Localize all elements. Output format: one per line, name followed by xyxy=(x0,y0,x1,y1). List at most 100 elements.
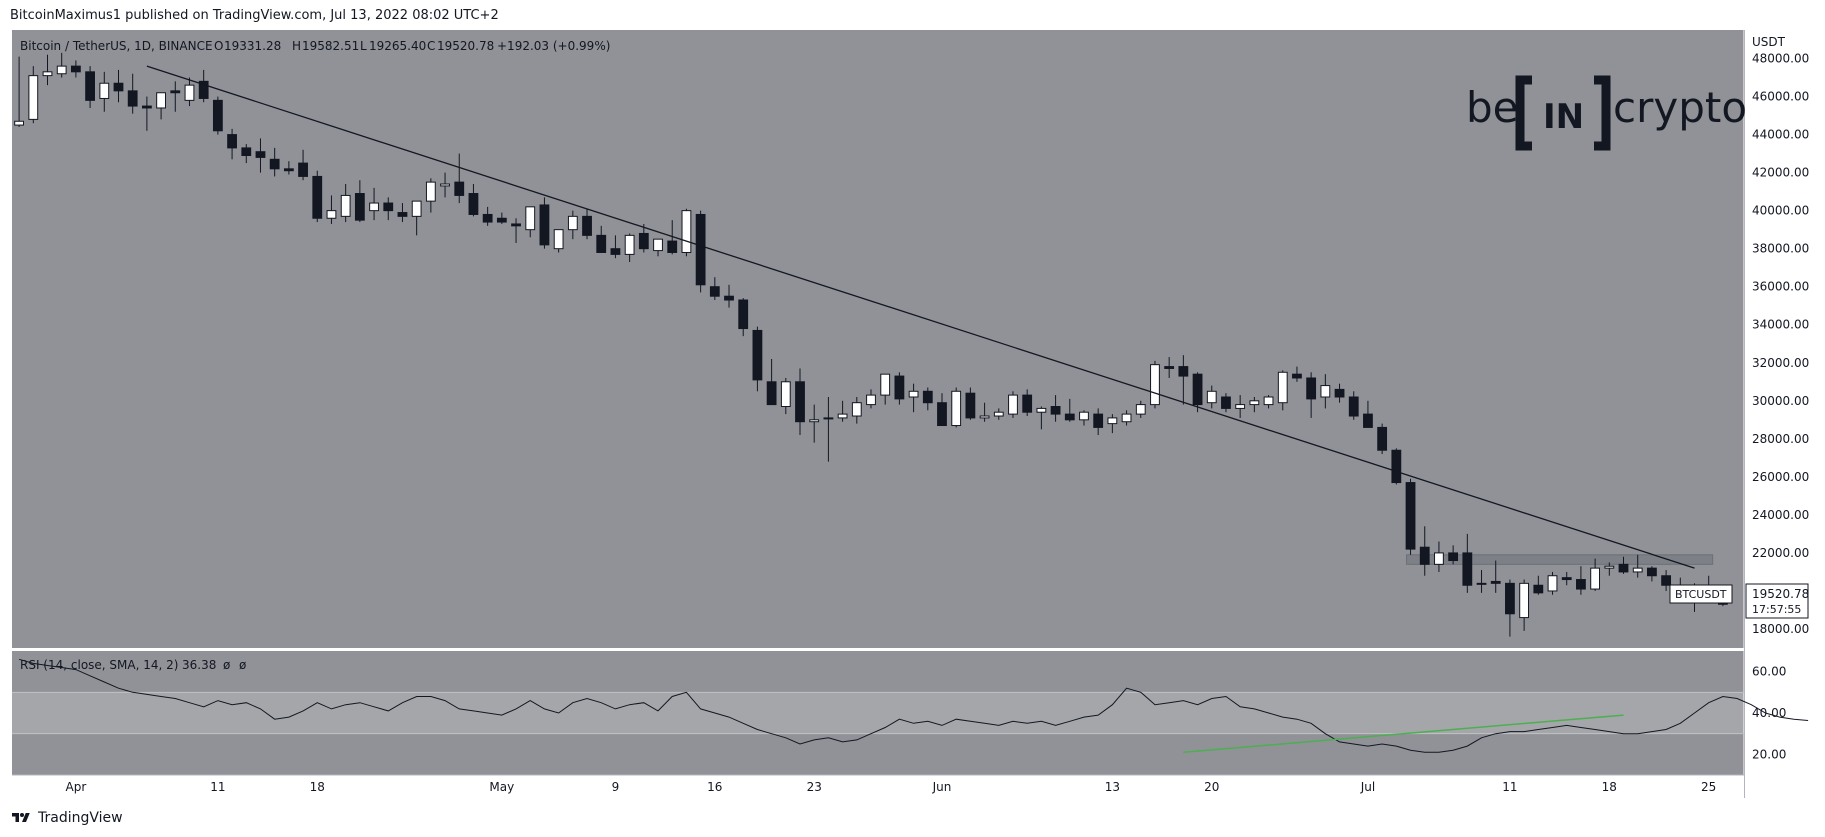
candle-59 xyxy=(851,396,862,424)
time-tick-9: 20 xyxy=(1204,780,1219,794)
candle-body xyxy=(837,413,848,419)
candle-body xyxy=(1632,567,1643,573)
candle-57 xyxy=(823,396,834,462)
price-tick-4: 26000.00 xyxy=(1752,470,1809,484)
candle-11 xyxy=(170,81,181,112)
candle-89 xyxy=(1277,370,1288,411)
candle-64 xyxy=(922,387,933,411)
rsi-value: 36.38 xyxy=(182,658,216,672)
price-axis-bg xyxy=(1744,28,1825,778)
candle-93 xyxy=(1334,383,1345,403)
candle-39 xyxy=(567,210,578,240)
time-tick-12: 18 xyxy=(1602,780,1617,794)
candle-106 xyxy=(1519,579,1530,631)
price-tick-5: 28000.00 xyxy=(1752,432,1809,446)
candle-75 xyxy=(1079,410,1089,426)
candle-109 xyxy=(1561,571,1572,586)
candle-16 xyxy=(241,144,252,164)
candle-body xyxy=(653,238,663,252)
candle-body xyxy=(1448,552,1459,562)
rsi-legend-label: RSI (14, close, SMA, 14, 2) xyxy=(20,658,178,672)
candle-8 xyxy=(127,73,138,114)
candle-79 xyxy=(1135,400,1146,418)
candle-body xyxy=(667,240,678,253)
candle-body xyxy=(1292,373,1302,379)
candle-body xyxy=(1235,404,1246,409)
candle-77 xyxy=(1107,414,1118,434)
rsi-tick-2: 60.00 xyxy=(1752,665,1786,679)
price-tick-7: 32000.00 xyxy=(1752,356,1809,370)
candle-51 xyxy=(738,298,749,337)
candle-body xyxy=(14,120,25,126)
candle-108 xyxy=(1547,571,1558,595)
candle-body xyxy=(1064,413,1075,421)
candle-84 xyxy=(1206,385,1217,409)
candle-104 xyxy=(1490,560,1501,593)
rsi-band xyxy=(12,692,1744,734)
candle-body xyxy=(369,202,379,212)
time-tick-3: May xyxy=(489,780,514,794)
candle-14 xyxy=(212,96,223,135)
candle-99 xyxy=(1419,526,1430,576)
price-tick-11: 40000.00 xyxy=(1752,204,1809,218)
candle-body xyxy=(1263,396,1274,406)
candle-72 xyxy=(1036,406,1047,430)
logo-bracket-icon xyxy=(1515,75,1611,151)
candle-body xyxy=(1462,552,1473,586)
candle-body xyxy=(1561,577,1572,581)
candle-body xyxy=(1547,575,1558,592)
candle-body xyxy=(70,65,81,73)
candle-32 xyxy=(468,184,479,217)
legend-close-label: C xyxy=(427,39,435,53)
candle-87 xyxy=(1249,396,1260,413)
candle-81 xyxy=(1164,357,1175,378)
candle-body xyxy=(965,392,976,419)
candle-body xyxy=(1121,413,1132,423)
rsi-extra-2: ø xyxy=(239,658,246,672)
candle-52 xyxy=(752,326,763,392)
candle-body xyxy=(1221,396,1231,409)
price-tick-14: 46000.00 xyxy=(1752,90,1809,104)
candle-body xyxy=(85,71,95,101)
candle-body xyxy=(539,204,550,246)
candle-53 xyxy=(766,358,777,406)
candle-92 xyxy=(1320,374,1331,409)
price-tick-9: 36000.00 xyxy=(1752,280,1809,294)
candle-body xyxy=(1377,426,1388,451)
candle-body xyxy=(624,234,635,255)
candle-body xyxy=(851,402,862,417)
candle-body xyxy=(724,295,734,301)
candle-28 xyxy=(411,200,422,236)
time-tick-4: 9 xyxy=(612,780,620,794)
candle-55 xyxy=(795,368,805,436)
candle-body xyxy=(113,82,124,92)
candle-6 xyxy=(99,71,110,112)
candle-body xyxy=(1618,563,1629,573)
candle-body xyxy=(1192,373,1203,406)
candle-20 xyxy=(298,149,308,181)
candle-body xyxy=(411,200,422,217)
candles-layer xyxy=(14,52,1728,637)
rsi-line xyxy=(18,658,1809,753)
candle-body xyxy=(979,415,990,419)
candle-74 xyxy=(1064,398,1075,422)
candle-30 xyxy=(440,172,450,198)
candle-90 xyxy=(1292,366,1302,382)
candle-45 xyxy=(653,238,663,257)
candle-body xyxy=(553,229,564,250)
candle-body xyxy=(1519,582,1530,619)
time-axis: Apr 11 18 May 9 16 23 Jun 13 20 Jul 11 18 25 xyxy=(66,780,1717,794)
candle-73 xyxy=(1050,395,1061,422)
candle-body xyxy=(908,390,919,398)
beincrypto-logo: be IN crypto xyxy=(1466,75,1747,151)
candle-body xyxy=(1008,394,1018,415)
candle-13 xyxy=(198,69,209,103)
candle-body xyxy=(894,375,905,400)
price-chart[interactable]: Bitcoin / TetherUS, 1D, BINANCE O 19331.… xyxy=(0,28,1825,828)
candle-body xyxy=(1363,413,1373,428)
candle-body xyxy=(1419,546,1430,565)
candle-69 xyxy=(993,408,1004,420)
candle-body xyxy=(1036,407,1047,413)
candle-body xyxy=(1050,406,1061,415)
